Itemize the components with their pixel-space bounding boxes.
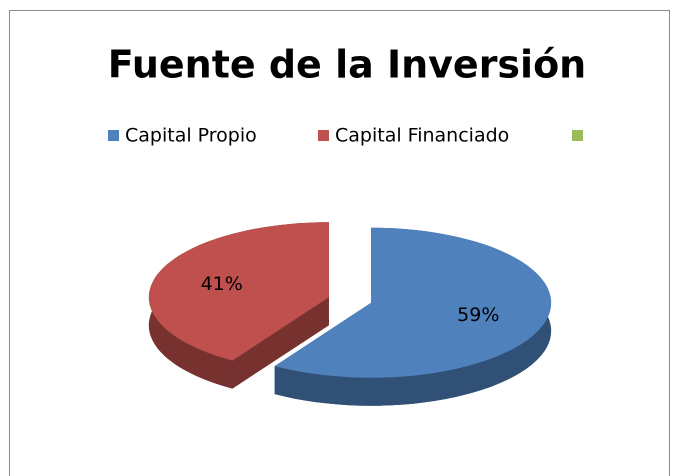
chart-title: Fuente de la Inversión <box>108 43 587 87</box>
pie-slice <box>148 222 329 389</box>
data-label: 41% <box>201 273 243 295</box>
slice-top <box>148 222 329 361</box>
legend-swatch <box>318 130 329 141</box>
slice-side <box>232 297 329 389</box>
pie-slice <box>274 227 552 406</box>
slice-side <box>274 227 552 406</box>
legend-swatch <box>572 130 583 141</box>
legend-label: Capital Financiado <box>335 125 509 147</box>
legend-swatch <box>108 130 119 141</box>
legend-label: Capital Propio <box>125 125 257 147</box>
data-label: 59% <box>457 304 499 326</box>
slice-top <box>274 227 552 378</box>
